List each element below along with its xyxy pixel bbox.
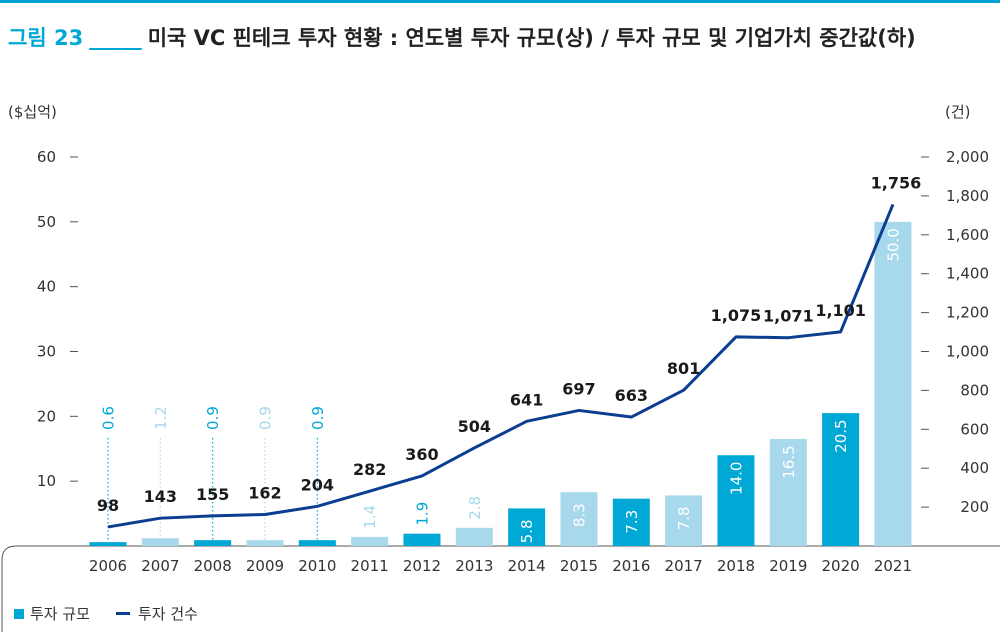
bar-value-label: 2.8 <box>466 496 484 520</box>
line-value-label: 155 <box>196 485 229 504</box>
x-tick-label: 2019 <box>769 557 807 575</box>
line-value-label: 1,075 <box>711 306 762 325</box>
x-tick-label: 2021 <box>874 557 912 575</box>
line-value-label: 504 <box>458 417 491 436</box>
bar <box>822 413 860 546</box>
figure-title: 그림 23 _____ 미국 VC 핀테크 투자 현황 : 연도별 투자 규모(상)… <box>8 22 916 52</box>
left-tick-label: 30 <box>37 343 56 361</box>
bar-value-label: 1.4 <box>361 505 379 529</box>
bar-value-label: 14.0 <box>727 462 745 495</box>
x-tick-label: 2016 <box>612 557 650 575</box>
line-value-label: 360 <box>405 445 438 464</box>
bar <box>89 542 127 546</box>
right-tick-label: 1,400 <box>946 265 989 283</box>
bar-value-label: 8.3 <box>570 503 588 527</box>
x-tick-label: 2020 <box>822 557 860 575</box>
bar <box>403 533 441 546</box>
line-value-label: 663 <box>615 386 648 405</box>
bar-value-label: 0.9 <box>256 406 274 430</box>
left-tick-label: 50 <box>37 213 56 231</box>
line-value-label: 98 <box>97 496 119 515</box>
legend-bar-swatch <box>14 608 24 619</box>
bar <box>246 540 284 546</box>
x-tick-label: 2008 <box>194 557 232 575</box>
x-tick-label: 2017 <box>665 557 703 575</box>
bar <box>560 492 598 546</box>
x-tick-label: 2011 <box>351 557 389 575</box>
legend-item-line: 투자 건수 <box>137 605 198 623</box>
line-value-label: 1,101 <box>815 301 866 320</box>
bar <box>612 498 650 546</box>
x-axis-baseline <box>1 545 1000 632</box>
right-tick-label: 1,200 <box>946 304 989 322</box>
bar <box>717 455 755 546</box>
bar-value-label: 20.5 <box>832 419 850 452</box>
right-tick-label: 800 <box>960 381 989 399</box>
left-tick-label: 40 <box>37 278 56 296</box>
x-tick-label: 2015 <box>560 557 598 575</box>
line-value-label: 162 <box>248 483 281 502</box>
bar-value-label: 5.8 <box>518 519 536 543</box>
count-series-line <box>107 203 895 529</box>
x-tick-label: 2018 <box>717 557 755 575</box>
left-tick-label: 60 <box>37 148 56 166</box>
x-tick-label: 2010 <box>298 557 336 575</box>
line-value-label: 143 <box>144 487 177 506</box>
legend: 투자 규모 투자 건수 <box>14 603 198 624</box>
bar-value-label: 0.6 <box>100 406 118 430</box>
bar-value-label: 7.3 <box>623 510 641 534</box>
line-value-label: 697 <box>562 379 595 398</box>
bar <box>298 540 336 546</box>
right-tick-label: 200 <box>960 498 989 516</box>
bar-value-label: 0.9 <box>204 406 222 430</box>
line-value-label: 1,756 <box>871 173 922 192</box>
bar <box>665 495 703 546</box>
right-tick-label: 600 <box>960 420 989 438</box>
bar <box>769 439 807 546</box>
figure-title-text: 미국 VC 핀테크 투자 현황 : 연도별 투자 규모(상) / 투자 규모 및… <box>147 26 916 50</box>
x-tick-label: 2014 <box>508 557 546 575</box>
line-value-label: 204 <box>301 475 334 494</box>
bar-value-label: 16.5 <box>780 445 798 478</box>
right-tick-label: 2,000 <box>946 148 989 166</box>
x-tick-label: 2013 <box>455 557 493 575</box>
line-value-label: 641 <box>510 390 543 409</box>
bar <box>194 540 232 546</box>
bar-value-label: 50.0 <box>884 228 902 261</box>
bar <box>141 538 179 546</box>
line-value-label: 282 <box>353 460 386 479</box>
x-tick-label: 2009 <box>246 557 284 575</box>
right-tick-label: 1,600 <box>946 226 989 244</box>
bar-value-label: 7.8 <box>675 507 693 531</box>
bar <box>455 527 493 546</box>
x-tick-label: 2006 <box>89 557 127 575</box>
bar <box>351 536 389 546</box>
left-tick-label: 10 <box>37 472 56 490</box>
right-axis-unit: (건) <box>945 103 971 121</box>
bar <box>874 221 912 547</box>
top-rule <box>0 0 1000 3</box>
x-tick-label: 2012 <box>403 557 441 575</box>
right-tick-label: 400 <box>960 459 989 477</box>
bar-value-label: 1.2 <box>152 406 170 430</box>
line-value-label: 801 <box>667 359 700 378</box>
bar-value-label: 0.9 <box>309 406 327 430</box>
line-value-label: 1,071 <box>763 307 814 326</box>
bar-value-label: 1.9 <box>413 502 431 526</box>
right-tick-label: 1,800 <box>946 187 989 205</box>
bar <box>508 508 546 546</box>
legend-item-bar: 투자 규모 <box>30 605 90 623</box>
left-tick-label: 20 <box>37 407 56 425</box>
x-tick-label: 2007 <box>141 557 179 575</box>
figure-number: 그림 23 <box>8 26 84 50</box>
legend-line-swatch <box>115 612 130 615</box>
figure-blank: _____ <box>89 26 142 50</box>
left-axis-unit: ($십억) <box>8 103 57 121</box>
right-tick-label: 1,000 <box>946 343 989 361</box>
